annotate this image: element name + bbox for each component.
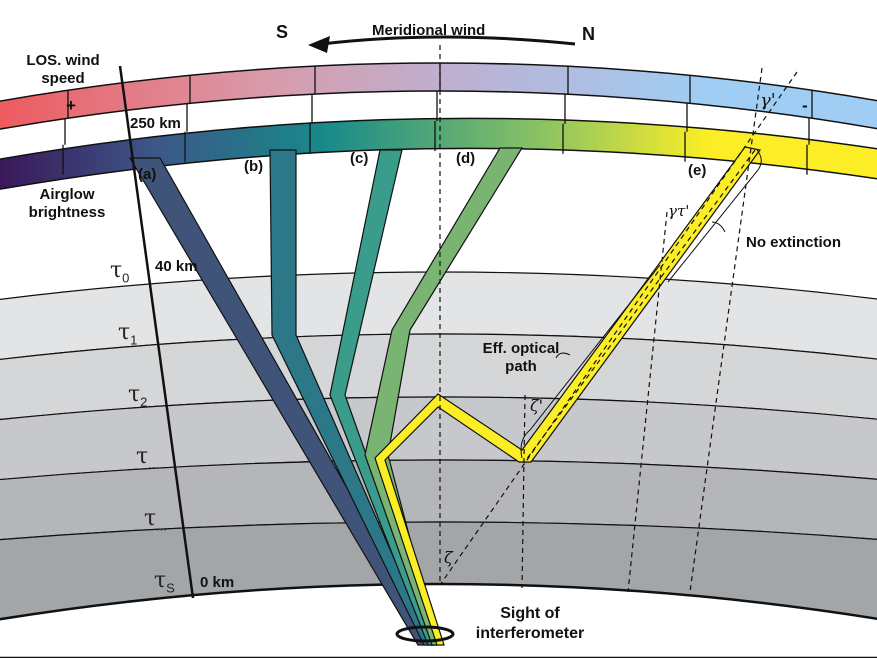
altitude-250km: 250 km bbox=[130, 115, 181, 132]
beam-label-e: (e) bbox=[688, 162, 707, 179]
no-extinction-brace bbox=[667, 149, 762, 283]
airglow-brightness-label: Airglow brightness bbox=[28, 186, 106, 221]
no-extinction-label: No extinction bbox=[746, 234, 842, 251]
interferometer-icon bbox=[395, 625, 455, 643]
los-wind-speed-label: LOS. wind speed bbox=[26, 52, 100, 87]
beam-e-centerline bbox=[525, 149, 756, 461]
beam-label-a: (a) bbox=[138, 166, 157, 183]
altitude-40km: 40 km bbox=[155, 258, 198, 275]
tau-label-0: τ0 bbox=[110, 258, 130, 286]
south-label: S bbox=[276, 22, 289, 42]
gamma-prime-label: γ' bbox=[760, 90, 776, 111]
tau-label-4: τ... bbox=[144, 506, 168, 534]
eff-optical-path-label: Eff. optical path bbox=[482, 340, 560, 375]
tau-label-2: τ2 bbox=[128, 382, 148, 410]
beam-label-b: (b) bbox=[244, 158, 264, 175]
north-label: N bbox=[582, 24, 595, 44]
zeta-label: ζ bbox=[444, 548, 453, 567]
tau-label-3: τ... bbox=[136, 444, 160, 472]
sight-of-interferometer-label: Sight of interferometer bbox=[475, 605, 585, 642]
ground-surface bbox=[0, 582, 877, 658]
los-band bbox=[0, 62, 877, 130]
tau-label-1: τ1 bbox=[118, 320, 138, 348]
meridional-wind-arrow bbox=[308, 35, 576, 53]
beam-label-d: (d) bbox=[456, 150, 476, 167]
altitude-axis bbox=[118, 65, 195, 599]
altitude-0km: 0 km bbox=[200, 574, 235, 591]
beam-label-c: (c) bbox=[350, 150, 369, 167]
plus-sign: + bbox=[66, 96, 76, 115]
gamma-tau-prime-label: γτ' bbox=[668, 202, 690, 220]
tau-label-s: τS bbox=[154, 568, 175, 596]
beam-e bbox=[374, 146, 762, 646]
meridional-wind-title: Meridional wind bbox=[372, 22, 486, 39]
minus-sign: - bbox=[802, 96, 808, 115]
zeta-prime-label: ζ' bbox=[530, 396, 544, 415]
construction-lines bbox=[439, 45, 798, 593]
eff-optical-path-brace bbox=[520, 264, 661, 459]
airglow-band bbox=[0, 117, 877, 190]
